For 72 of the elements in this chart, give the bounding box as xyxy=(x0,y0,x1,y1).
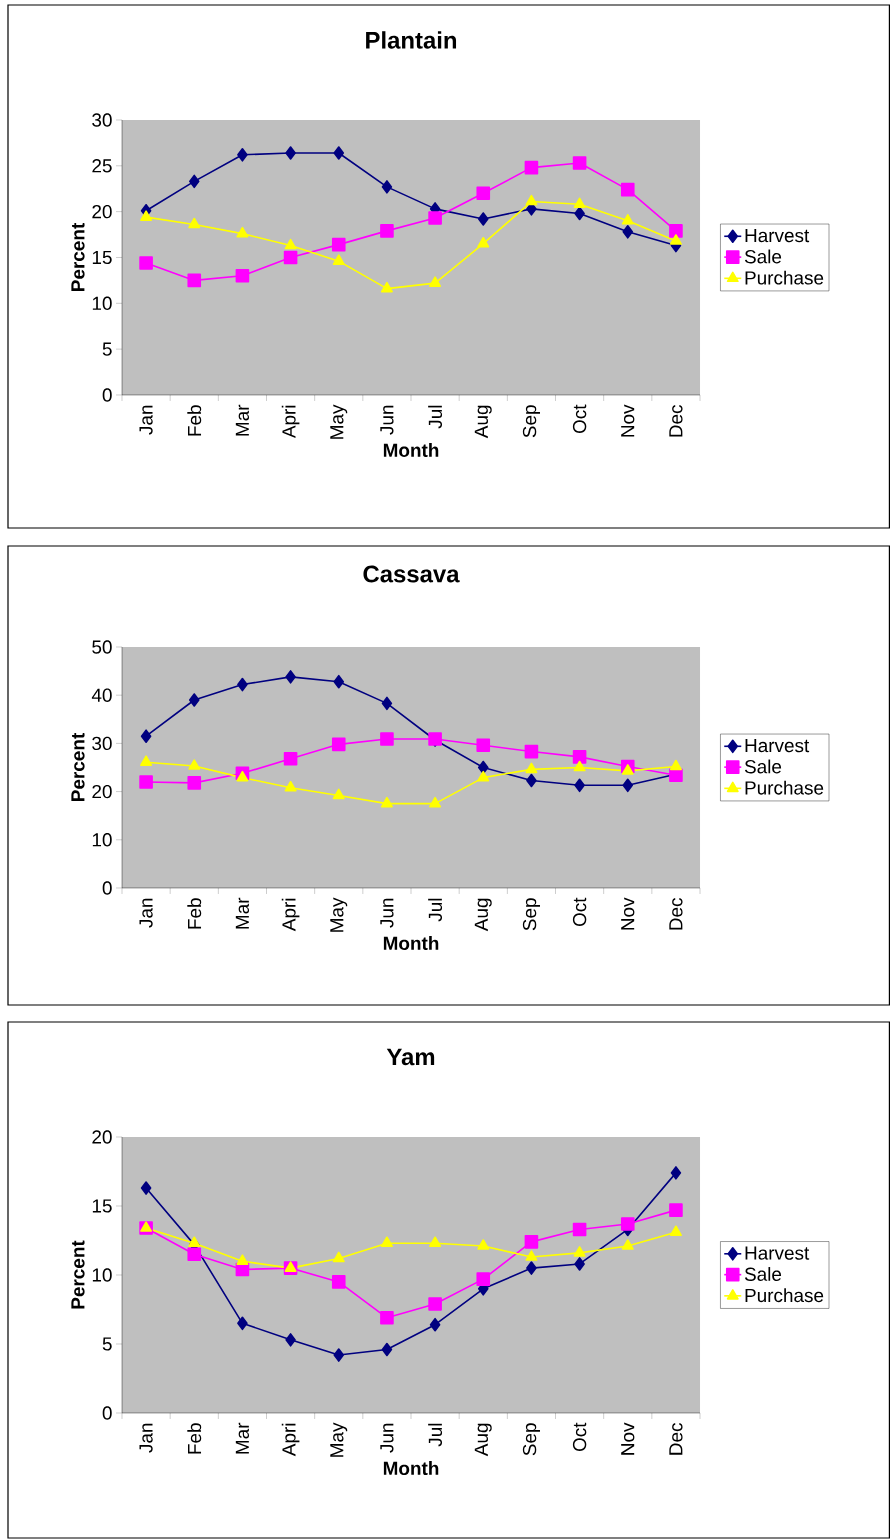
x-tick-label: Dec xyxy=(669,898,683,930)
x-tick-label: Jun xyxy=(380,898,394,928)
x-tick-label: Dec xyxy=(669,404,683,437)
x-axis-title: Month xyxy=(383,443,439,457)
x-tick-label: Feb xyxy=(187,1423,202,1454)
x-tick-label: Jan xyxy=(139,405,153,435)
y-tick-label: 0 xyxy=(102,388,112,402)
x-tick-label: Jan xyxy=(139,1423,153,1453)
chart-title: Plantain xyxy=(366,31,457,49)
x-tick-label: Jul xyxy=(428,405,443,429)
legend-label: Purchase xyxy=(745,780,824,795)
x-tick-label: Apri xyxy=(281,898,300,932)
chart-title: Cassava xyxy=(363,565,460,583)
x-axis-title: Month xyxy=(383,936,439,951)
x-tick-label: Nov xyxy=(621,1422,635,1455)
x-tick-label: Apri xyxy=(281,405,300,439)
x-tick-label: Jan xyxy=(139,898,153,928)
legend-label: Sale xyxy=(744,759,782,774)
x-tick-label: May xyxy=(330,404,348,439)
y-tick-label: 30 xyxy=(92,736,112,751)
x-tick-label: Oct xyxy=(572,1422,587,1452)
y-tick-label: 10 xyxy=(92,1268,112,1282)
x-tick-label: Sep xyxy=(522,898,540,931)
x-tick-label: Apri xyxy=(281,1423,300,1457)
x-tick-label: Jun xyxy=(380,405,394,435)
legend-label: Purchase xyxy=(745,270,824,285)
x-tick-label: Aug xyxy=(474,405,492,439)
chart-title: Yam xyxy=(386,1048,435,1066)
legend-label: Sale xyxy=(744,1267,782,1281)
y-tick-label: 0 xyxy=(102,1406,112,1420)
x-tick-label: Aug xyxy=(474,898,492,932)
y-tick-label: 50 xyxy=(92,640,112,654)
x-tick-label: May xyxy=(330,897,348,932)
x-tick-label: Nov xyxy=(621,404,635,437)
y-axis-title: Percent xyxy=(71,1240,85,1309)
y-tick-label: 20 xyxy=(92,784,112,799)
y-tick-label: 10 xyxy=(92,296,112,311)
x-tick-label: Oct xyxy=(572,404,587,434)
y-axis-title: Percent xyxy=(71,733,85,801)
y-tick-label: 0 xyxy=(102,881,112,895)
y-tick-label: 30 xyxy=(92,113,112,127)
x-tick-label: Jun xyxy=(380,1423,394,1453)
x-tick-label: Mar xyxy=(235,404,250,436)
y-tick-label: 15 xyxy=(92,1199,112,1213)
x-tick-label: Jul xyxy=(428,1423,443,1447)
legend-label: Harvest xyxy=(745,1246,810,1260)
y-tick-label: 10 xyxy=(92,833,112,847)
y-tick-label: 20 xyxy=(92,204,112,219)
x-tick-label: Dec xyxy=(669,1423,683,1455)
legend-label: Sale xyxy=(744,249,782,264)
x-tick-label: Feb xyxy=(187,405,202,436)
y-tick-label: 5 xyxy=(102,342,112,356)
x-tick-label: Mar xyxy=(235,897,250,929)
legend-label: Harvest xyxy=(745,229,810,243)
x-tick-label: Mar xyxy=(235,1422,250,1454)
x-tick-label: Aug xyxy=(474,1423,492,1457)
legend-label: Purchase xyxy=(745,1288,824,1303)
x-tick-label: Sep xyxy=(522,1423,540,1456)
legend-label: Harvest xyxy=(745,739,810,753)
y-axis-title: Percent xyxy=(71,223,85,291)
y-tick-label: 20 xyxy=(92,1130,112,1144)
x-tick-label: May xyxy=(330,1422,348,1457)
x-tick-label: Oct xyxy=(572,897,587,927)
x-tick-label: Sep xyxy=(522,405,540,438)
y-tick-label: 15 xyxy=(92,250,112,265)
y-tick-label: 25 xyxy=(92,159,112,173)
x-tick-label: Nov xyxy=(621,897,635,930)
x-tick-label: Feb xyxy=(187,898,202,929)
y-tick-label: 5 xyxy=(102,1337,112,1351)
y-tick-label: 40 xyxy=(91,688,112,702)
x-tick-label: Jul xyxy=(428,898,443,922)
x-axis-title: Month xyxy=(383,1461,439,1476)
